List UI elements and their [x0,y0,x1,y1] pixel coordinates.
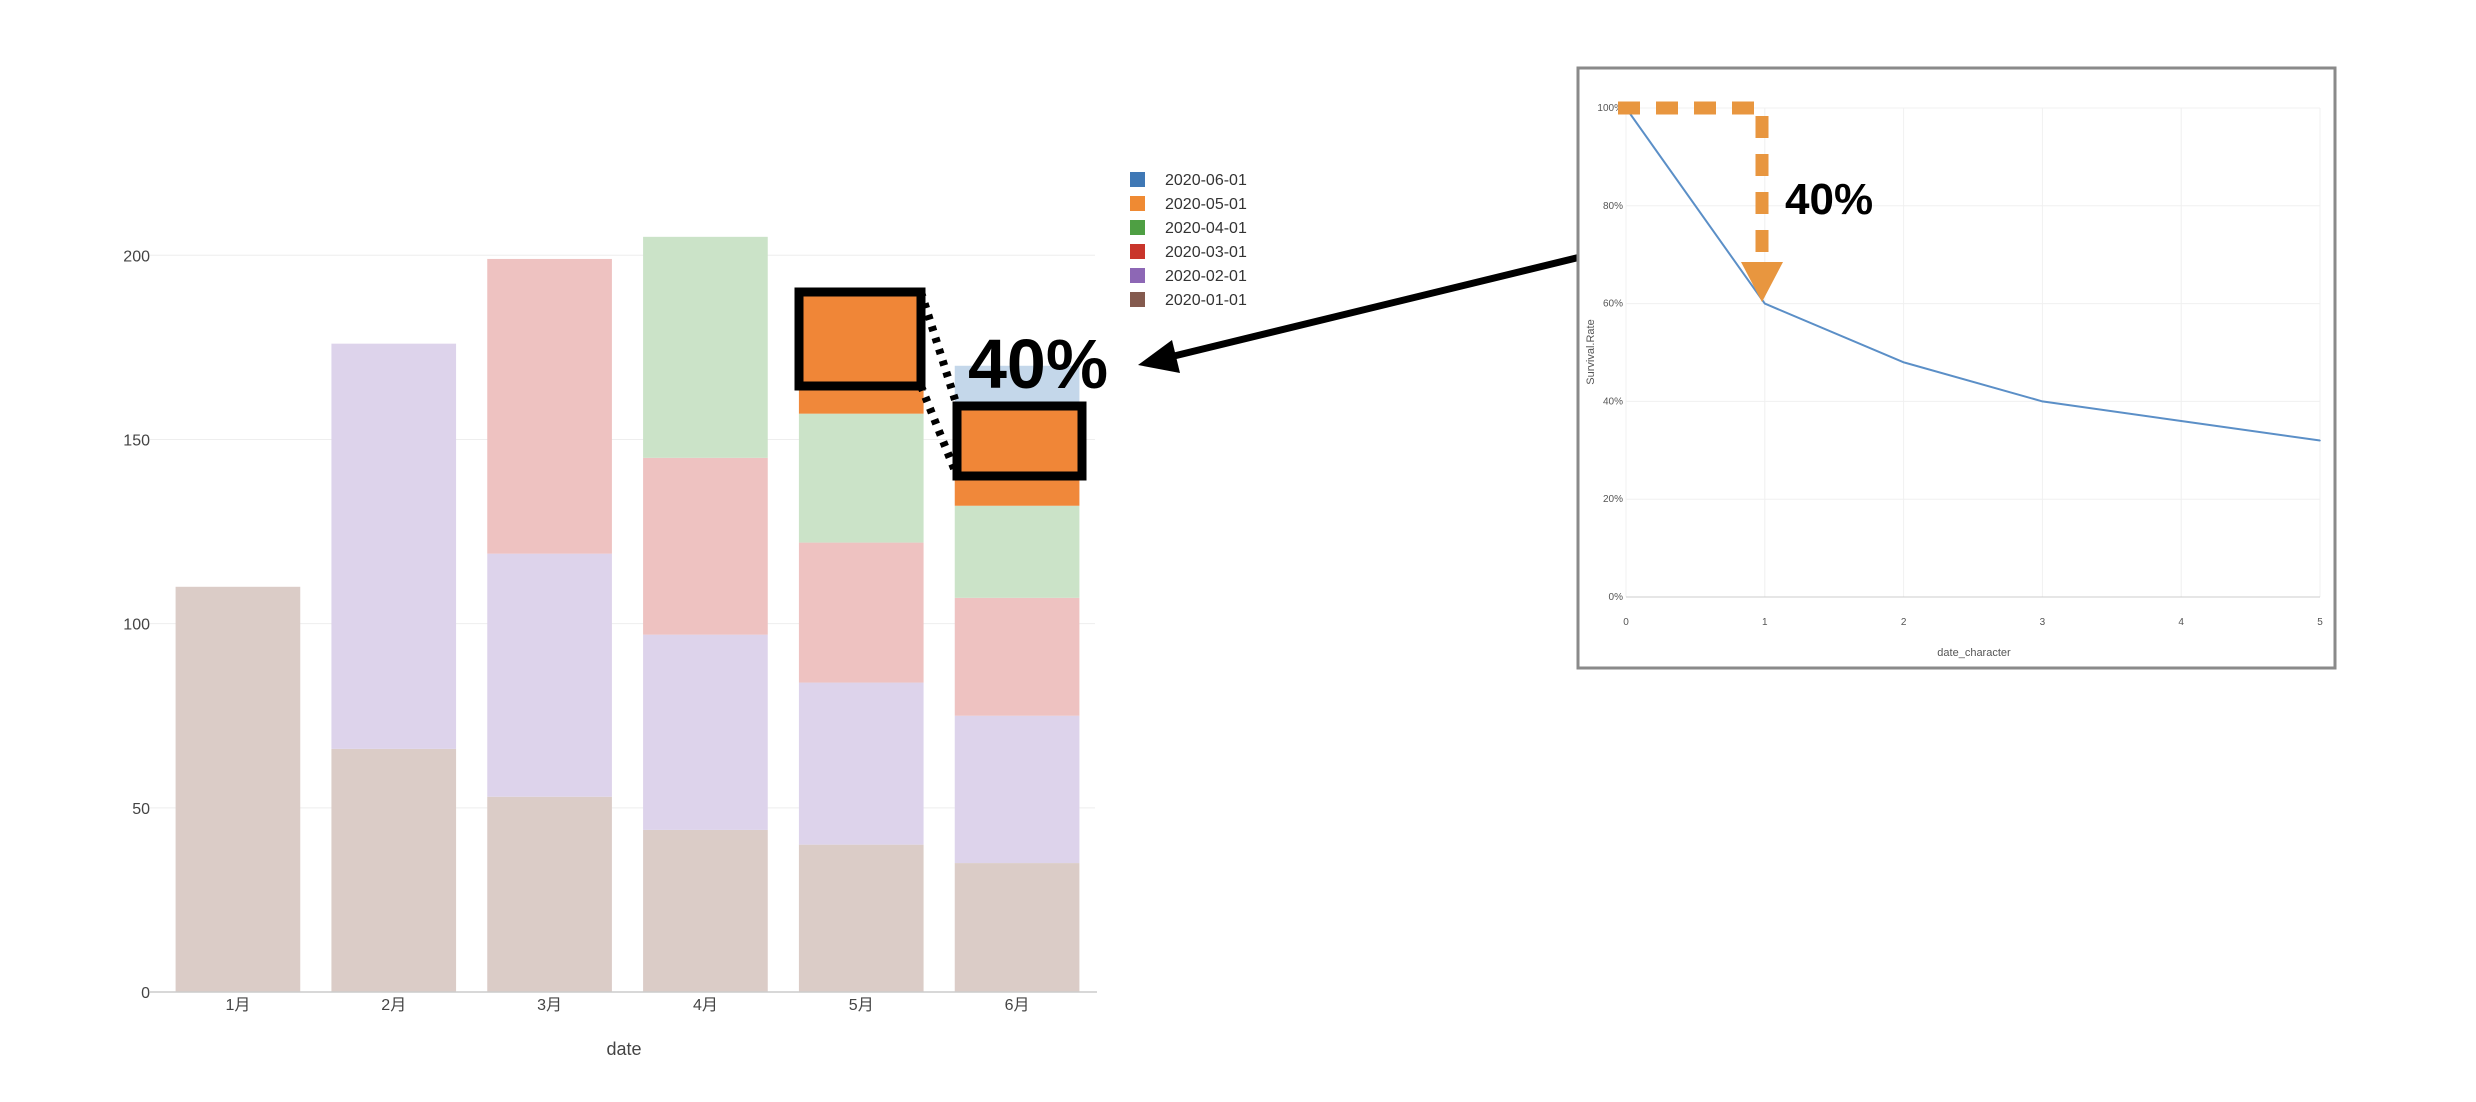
line-y-tick-label: 40% [1603,396,1623,407]
line-point [2180,420,2182,422]
bar-segment [487,553,612,797]
line-point [2041,400,2044,403]
line-x-axis-title: date_character [1937,647,2011,659]
line-y-tick-label: 80% [1603,201,1623,212]
legend-swatch [1130,220,1145,235]
line-y-tick-label: 60% [1603,299,1623,310]
bar-segment [331,748,457,992]
dotted-connector-bottom [917,384,961,478]
bar-annotation: 40% [794,287,1108,481]
legend-swatch [1130,172,1145,187]
bar-gridlines [150,254,1095,809]
bar-x-tick-label: 4月 [693,997,718,1014]
bar-x-tick-label: 2月 [381,997,406,1014]
bar-y-tick-label: 150 [123,432,150,449]
legend-label: 2020-02-01 [1165,268,1247,285]
highlight-fill-june [961,410,1078,472]
bar-x-axis-title: date [606,1039,641,1059]
bar-segment [175,586,301,992]
bar-legend: 2020-06-01 2020-05-01 2020-04-01 2020-03-01… [1130,172,1247,309]
bar-y-tick-label: 100 [123,617,150,634]
stacked-bar-chart: 0 50 100 150 200 1月 2月 3月 4月 5月 6月 date 2020-06-0… [123,172,1247,1059]
bar-x-tick-label: 6月 [1005,997,1030,1014]
bar-segment [487,796,612,992]
legend-label: 2020-06-01 [1165,172,1247,189]
bar-segment [954,715,1080,864]
line-gridlines [1625,107,2321,597]
bar-y-tick-label: 50 [132,801,150,818]
line-chart-panel: 0% 20% 40% 60% 80% 100% 0 1 2 3 4 5 date_character… [1576,66,2337,670]
line-y-tick-labels: 0% 20% 40% 60% 80% 100% [1597,103,1623,603]
bar-x-tick-label: 5月 [849,997,874,1014]
drop-annotation: 40% [1618,101,1873,302]
line-chart-frame [1576,66,2337,670]
bar-segment [643,634,768,830]
dashed-drop-arrow [1618,101,1769,262]
line-x-tick-label: 0 [1623,617,1629,628]
survival-rate-line [1625,107,2321,442]
line-y-tick-label: 20% [1603,494,1623,505]
highlight-fill-may [803,296,917,382]
highlight-box-june [952,401,1087,481]
bar-segment [798,413,924,543]
bar-x-tick-labels: 1月 2月 3月 4月 5月 6月 [225,997,1029,1014]
legend-swatch [1130,196,1145,211]
line-x-tick-label: 5 [2317,617,2323,628]
bar-segment [487,258,612,554]
bar-y-tick-label: 200 [123,248,150,265]
legend-swatch [1130,268,1145,283]
bar-segment [954,505,1080,598]
highlight-box-may [794,287,926,391]
line-point [1764,302,1766,305]
legend-label: 2020-03-01 [1165,244,1247,261]
bar-y-tick-labels: 0 50 100 150 200 [123,248,150,1002]
bar-x-tick-label: 3月 [537,997,562,1014]
line-point [2319,439,2321,442]
bar-segment [331,343,457,749]
line-x-tick-labels: 0 1 2 3 4 5 [1623,617,2323,628]
bar-segments [175,236,1080,992]
legend-label: 2020-04-01 [1165,220,1247,237]
legend-swatch [1130,244,1145,259]
legend-swatch [1130,292,1145,307]
line-annotation-label: 40% [1785,175,1873,224]
line-x-tick-label: 4 [2178,617,2184,628]
line-x-tick-label: 1 [1762,617,1768,628]
line-y-tick-label: 0% [1609,592,1624,603]
bar-x-tick-label: 1月 [225,997,250,1014]
bar-segment [798,542,924,683]
bar-segment [798,682,924,845]
drop-arrow-head [1741,262,1783,302]
line-point [1902,361,1905,364]
bar-segment [954,597,1080,716]
bar-annotation-label: 40% [968,325,1108,403]
bar-segment [643,457,768,635]
bar-y-tick-label: 0 [141,985,150,1002]
bar-segment [798,844,924,992]
line-x-tick-label: 3 [2040,617,2046,628]
legend-label: 2020-01-01 [1165,292,1247,309]
dotted-connector-top [917,290,961,408]
bar-segment [643,236,768,458]
bar-segment [643,829,768,992]
bar-segment [954,863,1080,992]
line-y-axis-title: Survival.Rate [1585,319,1597,384]
line-x-tick-label: 2 [1901,617,1907,628]
legend-label: 2020-05-01 [1165,196,1247,213]
line-y-tick-label: 100% [1597,103,1623,114]
